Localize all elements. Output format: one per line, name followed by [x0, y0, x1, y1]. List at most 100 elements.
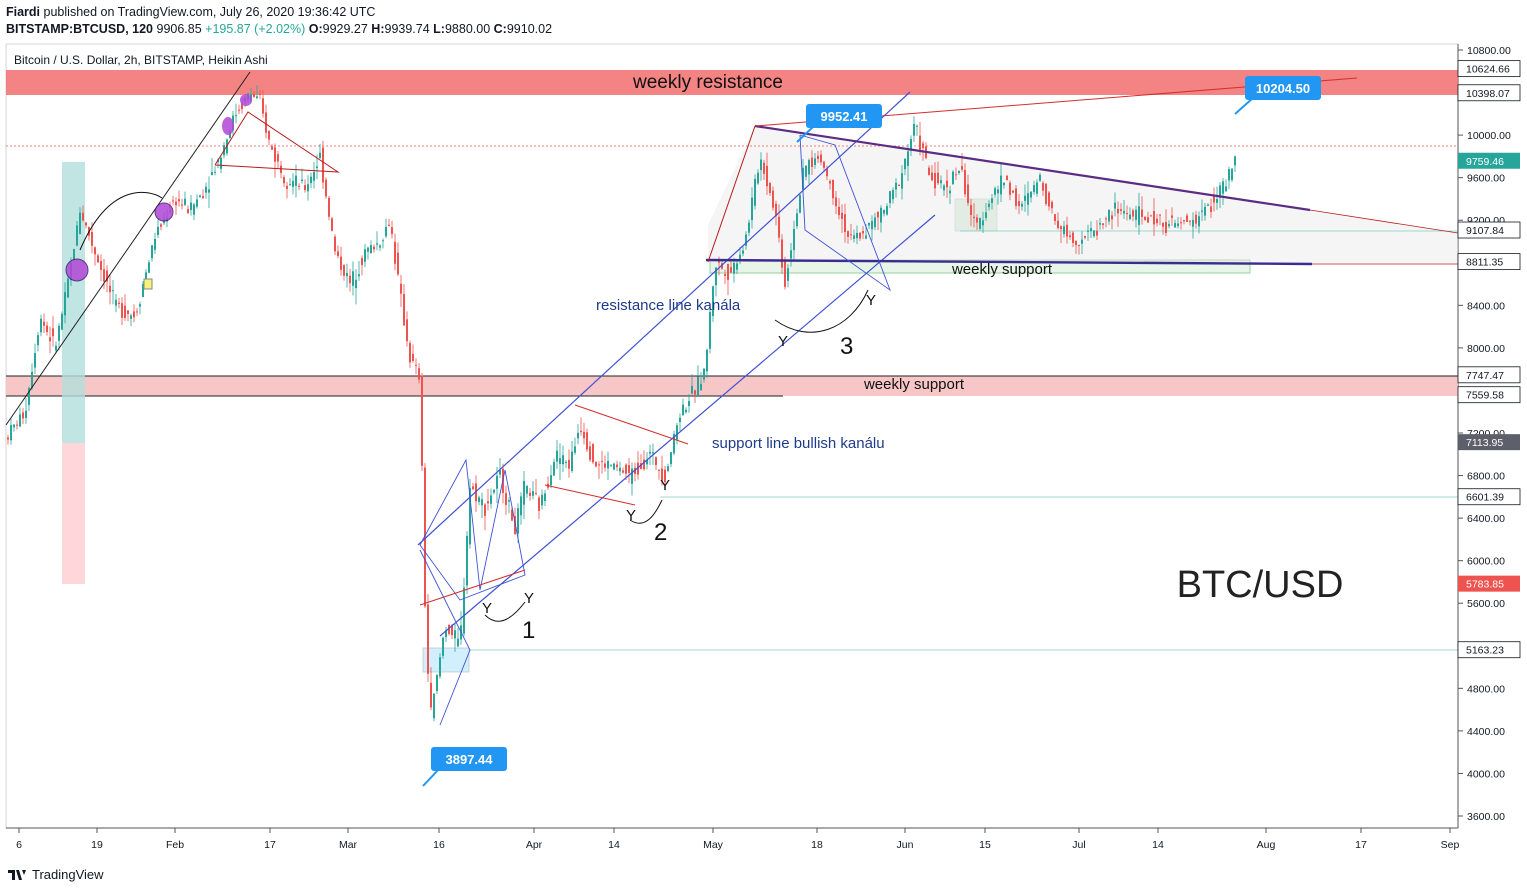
publish-line: Fiardi published on TradingView.com, Jul…: [6, 5, 375, 19]
price-tag-box: [1457, 386, 1521, 404]
candle-body: [946, 180, 948, 188]
candle-body: [544, 493, 546, 502]
callout-pointer: [422, 768, 440, 787]
candle-body: [1081, 239, 1083, 244]
y-tick-label: 5600.00: [1467, 598, 1505, 610]
candle-body: [310, 176, 312, 184]
candle-body: [220, 157, 222, 169]
candle-body: [115, 299, 117, 306]
candle-body: [1048, 192, 1050, 207]
tradingview-logo[interactable]: TradingView: [8, 867, 104, 882]
candle-body: [586, 432, 588, 450]
candle-body: [892, 189, 894, 200]
candle-body: [943, 185, 945, 191]
candle-body: [445, 630, 447, 638]
candle-body: [970, 205, 972, 216]
marker-circle-2: [154, 202, 174, 222]
symbol-label[interactable]: BITSTAMP:BTCUSD, 120: [6, 22, 154, 36]
candle-body: [895, 182, 897, 190]
candle-body: [388, 224, 390, 226]
candle-body: [613, 463, 615, 470]
candle-body: [688, 400, 690, 407]
candle-body: [313, 171, 315, 181]
candle-body: [700, 383, 702, 391]
candle-body: [130, 315, 132, 319]
x-tick-label: 14: [1152, 839, 1164, 851]
candle-body: [1192, 219, 1194, 227]
candle-body: [172, 200, 174, 202]
candle-body: [1111, 215, 1113, 220]
price-chart[interactable]: 10800.0010400.0010000.009600.009200.0088…: [0, 0, 1527, 860]
candle-body: [958, 170, 960, 174]
candle-body: [1144, 216, 1146, 220]
candle-body: [658, 470, 660, 472]
candle-body: [490, 495, 492, 504]
candle-body: [211, 172, 213, 176]
candle-body: [343, 265, 345, 276]
candle-body: [1210, 206, 1212, 212]
candle-body: [730, 267, 732, 273]
candle-body: [430, 682, 432, 708]
candle-body: [727, 263, 729, 280]
candle-body: [160, 224, 162, 227]
price-tags: 10624.66 10398.07 9759.46 9107.84 8811.35 774…: [1457, 60, 1521, 659]
candle-body: [157, 226, 159, 235]
candle-body: [43, 321, 45, 326]
callouts: 10204.50 9952.41 3897.44: [422, 76, 1321, 787]
x-tick-label: Apr: [526, 839, 543, 851]
candle-body: [265, 112, 267, 133]
price-tag-label: 5163.23: [1466, 645, 1504, 657]
candle-body: [178, 199, 180, 202]
open-value: 9929.27: [322, 22, 368, 36]
candle-body: [610, 465, 612, 467]
candle-body: [511, 509, 513, 521]
candle-body: [814, 158, 816, 166]
candle-body: [1069, 235, 1071, 238]
candle-body: [922, 143, 924, 148]
series-legend[interactable]: Bitcoin / U.S. Dollar, 2h, BITSTAMP, Hei…: [14, 53, 268, 67]
candle-body: [625, 464, 627, 474]
candle-body: [256, 96, 258, 99]
arc-arrow-1: [79, 191, 163, 251]
candle-body: [1195, 214, 1197, 224]
candle-body: [337, 251, 339, 256]
candle-body: [820, 154, 822, 163]
candle-body: [484, 504, 486, 516]
candle-body: [862, 231, 864, 234]
candle-body: [145, 272, 147, 283]
candle-body: [643, 459, 645, 470]
y-tick-label: 6800.00: [1467, 471, 1505, 483]
open-label: O:: [308, 22, 323, 36]
candle-body: [712, 286, 714, 317]
candle-body: [46, 325, 48, 333]
candle-body: [1228, 169, 1230, 181]
candle-body: [1024, 195, 1026, 201]
time-axis[interactable]: 6 19 Feb 17 Mar 16 Apr 14 May 18 Jun 15 Jul 14 Aug 17 Se…: [16, 828, 1459, 851]
candle-body: [496, 475, 498, 489]
candle-body: [790, 250, 792, 259]
candle-body: [853, 235, 855, 239]
candle-body: [55, 345, 57, 351]
candle-body: [208, 189, 210, 193]
candle-body: [334, 236, 336, 252]
candle-body: [976, 217, 978, 223]
candle-body: [565, 461, 567, 463]
candle-body: [859, 232, 861, 239]
candle-body: [1174, 223, 1176, 228]
candle-body: [808, 160, 810, 175]
candle-body: [583, 431, 585, 439]
candle-body: [739, 254, 741, 261]
weekly-support-label-upper: weekly support: [951, 261, 1053, 278]
wave-label-1: 1: [522, 617, 535, 644]
callout-value: 10204.50: [1256, 81, 1310, 96]
candle-body: [571, 451, 573, 471]
channel-support-line: [439, 214, 936, 637]
candle-body: [1132, 210, 1134, 217]
candle-body: [190, 202, 192, 210]
low-value: 9880.00: [444, 22, 491, 36]
wedge-2-upper: [574, 404, 689, 445]
publisher-name[interactable]: Fiardi: [6, 5, 41, 19]
candle-body: [238, 109, 240, 111]
candle-body: [1114, 202, 1116, 209]
candle-body: [1213, 196, 1215, 203]
